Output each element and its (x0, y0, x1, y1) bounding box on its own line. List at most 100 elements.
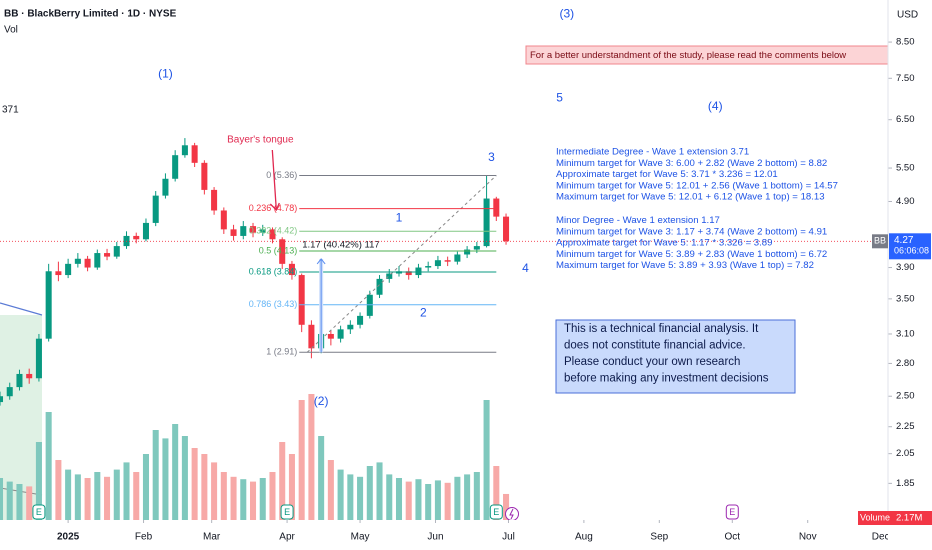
moving-average (0, 302, 43, 316)
volume-bar (104, 476, 111, 520)
volume-bar (142, 454, 149, 520)
candle-body (142, 222, 149, 240)
candle-body (298, 275, 305, 325)
volume-bar (172, 424, 179, 520)
wave-label: 5 (556, 90, 563, 104)
volume-bar (269, 472, 276, 520)
banner-text: For a better understandment of the study… (530, 50, 846, 61)
time-axis-panel (0, 520, 932, 550)
symbol-tag-box (872, 234, 888, 249)
candle-body (269, 229, 276, 240)
x-tick-label: Jun (427, 532, 443, 543)
analysis-line: Approximate target for Wave 5: 1.17 * 3.… (556, 238, 772, 249)
candle-body (74, 258, 81, 264)
earnings-label: E (493, 507, 499, 517)
volume-bar (434, 480, 441, 520)
candle-body (0, 396, 4, 403)
volume-value: 2.17M (896, 513, 922, 524)
fib-label: 0 (5.36) (266, 170, 297, 180)
x-tick-label: Aug (575, 532, 593, 543)
volume-bar (123, 462, 130, 520)
y-tick-label: 3.90 (896, 262, 915, 273)
candle-body (444, 260, 451, 262)
volume-bar (250, 481, 257, 520)
countdown: 06:06:08 (894, 246, 929, 256)
x-tick-label: May (351, 532, 370, 543)
analysis-line: Maximum target for Wave 5: 12.01 + 6.12 … (556, 192, 825, 203)
x-tick-label: Mar (203, 532, 221, 543)
volume-bar (113, 469, 120, 520)
candle-body (113, 246, 120, 257)
axes: 8.50 7.50 6.50 5.50 4.90 3.90 3.50 3.10 2.80 2.50… (57, 0, 932, 550)
volume-bar (230, 476, 237, 520)
x-tick-label: Oct (725, 532, 741, 543)
volume-bar (26, 486, 33, 520)
candle-body (503, 216, 510, 242)
currency: USD (897, 10, 918, 21)
volume-bar (425, 484, 432, 520)
volume-tag: Volume (860, 512, 890, 522)
volume-bar (55, 460, 62, 520)
y-tick-label: 2.05 (896, 448, 915, 459)
volume-bar (493, 466, 500, 520)
plot: 0 (5.36) 0.236 (4.78) 0.382 (4.42) 0.5 (4.1… (0, 6, 888, 521)
volume-tag-box (858, 511, 892, 525)
price-tag: 4.27 (894, 235, 914, 246)
candle-body (483, 198, 490, 247)
volume-bar (94, 472, 101, 520)
earnings-label: E (36, 507, 42, 517)
volume-bar (0, 478, 4, 520)
fib-label: 0.382 (4.42) (249, 226, 298, 236)
candle-body (181, 145, 188, 156)
volume-bar (181, 436, 188, 520)
y-tick-label: 8.50 (896, 37, 915, 48)
volume-bar (454, 476, 461, 520)
candle-body (434, 260, 441, 267)
fib-label: 1 (2.91) (266, 347, 297, 357)
disclaimer-line: This is a technical financial analysis. … (564, 323, 759, 335)
analysis-line: Minimum target for Wave 3: 1.17 + 3.74 (… (556, 226, 827, 237)
candle-body (230, 229, 237, 236)
volume-bar (483, 400, 490, 520)
measure-arrow (316, 258, 326, 353)
disclaimer-box (555, 319, 796, 394)
volume-bar (308, 394, 315, 520)
volume-bar (415, 479, 422, 520)
volume-bar (347, 474, 354, 520)
candle-body (337, 329, 344, 339)
candle-body (94, 253, 101, 268)
split-marker (505, 507, 519, 521)
candle-body (250, 226, 257, 233)
candle-body (425, 266, 432, 268)
volume-bar (74, 474, 81, 520)
x-tick-label: Dec (872, 532, 890, 543)
volume-bar (318, 436, 325, 520)
volume-bar (376, 462, 383, 520)
candle-body (16, 373, 23, 388)
candle-body (201, 162, 208, 190)
volume-bar (386, 474, 393, 520)
analysis-line: Maximum target for Wave 5: 3.89 + 3.93 (… (556, 260, 814, 271)
x-tick-label: Feb (135, 532, 153, 543)
candle-body (84, 258, 91, 268)
earnings-label: E (729, 507, 735, 517)
volume-bar (279, 442, 286, 520)
volume-bar (162, 438, 169, 520)
candle-body (35, 338, 42, 379)
indicator: Vol (4, 25, 18, 36)
y-tick-label: 1.85 (896, 478, 915, 489)
earnings-marker (32, 504, 46, 520)
volume-bar (444, 482, 451, 520)
volume-bar (133, 472, 140, 520)
candle-body (65, 263, 72, 276)
y-tick-label: 3.10 (896, 328, 915, 339)
split-icon (509, 508, 514, 520)
volume-bar (35, 442, 42, 520)
earnings-marker (489, 504, 503, 520)
candle-body (104, 253, 111, 257)
candle-body (464, 249, 471, 255)
price-tag-box (889, 233, 931, 260)
candle-body (26, 373, 33, 379)
candle-body (240, 226, 247, 236)
fib-label: 0.618 (3.84) (249, 266, 298, 276)
